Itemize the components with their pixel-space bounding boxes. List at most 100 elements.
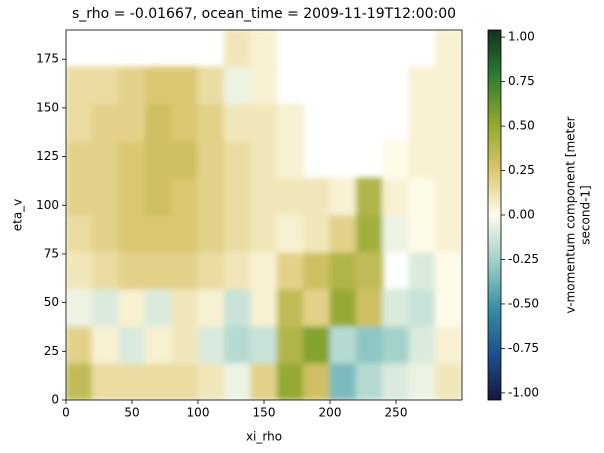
colorbar-label: second-1] <box>579 185 593 244</box>
heatmap-cell <box>197 288 225 327</box>
heatmap-cell <box>303 177 331 216</box>
heatmap-cell <box>144 103 173 142</box>
heatmap-cell <box>382 362 410 400</box>
heatmap-cell <box>408 103 437 142</box>
colorbar: -1.00 -0.75 -0.50 -0.25 0.00 0.25 0.50 0.75 1.00 <box>487 29 539 401</box>
heatmap-cell <box>171 251 199 290</box>
heatmap-cell <box>250 251 278 290</box>
heatmap-cell <box>171 362 199 400</box>
heatmap-cell <box>382 140 410 179</box>
heatmap-cell <box>144 66 173 105</box>
heatmap-cell <box>66 177 93 216</box>
x-tick-label: 150 <box>253 406 276 420</box>
x-tick-label: 250 <box>385 406 408 420</box>
heatmap-cell <box>66 103 93 142</box>
y-axis-label: eta_v <box>11 199 25 232</box>
heatmap-cell <box>144 251 173 290</box>
y-tick-label: 150 <box>36 100 59 114</box>
heatmap-cell <box>66 66 93 105</box>
heatmap-cell <box>91 362 120 400</box>
heatmap-cell <box>118 362 146 400</box>
colorbar-gradient <box>487 29 502 401</box>
heatmap-cell <box>144 140 173 179</box>
chart-title: s_rho = -0.01667, ocean_time = 2009-11-1… <box>72 6 456 22</box>
heatmap-cell <box>435 103 462 142</box>
heatmap-cell <box>118 251 146 290</box>
y-tick-label: 75 <box>44 246 59 260</box>
heatmap-cell <box>303 288 331 327</box>
heatmap-cell <box>435 177 462 216</box>
heatmap-cell <box>197 140 225 179</box>
heatmap-cell <box>303 325 331 364</box>
heatmap-cell <box>171 140 199 179</box>
heatmap-cell <box>197 66 225 105</box>
heatmap-cell <box>435 140 462 179</box>
heatmap-cell <box>408 66 437 105</box>
heatmap-cell <box>91 214 120 253</box>
y-tick-label: 25 <box>44 344 59 358</box>
heatmap-cell <box>171 103 199 142</box>
heatmap-cell <box>250 325 278 364</box>
heatmap-cell <box>66 251 93 290</box>
heatmap-cell <box>250 214 278 253</box>
heatmap-cell <box>276 288 305 327</box>
heatmap-cell <box>303 362 331 400</box>
heatmap-cell <box>66 214 93 253</box>
heatmap-cell <box>382 214 410 253</box>
colorbar-tick-label: -0.75 <box>508 341 539 355</box>
heatmap-cell <box>197 103 225 142</box>
heatmap-cell <box>329 177 357 216</box>
heatmap-cell <box>91 66 120 105</box>
heatmap-cell <box>382 177 410 216</box>
heatmap-cell <box>276 177 305 216</box>
heatmap-cell <box>303 214 331 253</box>
heatmap-cell <box>91 103 120 142</box>
heatmap-cell <box>408 177 437 216</box>
heatmap-cell <box>408 288 437 327</box>
heatmap-cell <box>355 177 384 216</box>
heatmap-cell <box>118 288 146 327</box>
heatmap-cell <box>171 325 199 364</box>
heatmap-cell <box>223 103 252 142</box>
heatmap-cell <box>435 251 462 290</box>
colorbar-tick-label: -0.25 <box>508 252 539 266</box>
heatmap-cell <box>66 140 93 179</box>
heatmap-cell <box>223 177 252 216</box>
heatmap-cell <box>355 325 384 364</box>
x-tick-label: 50 <box>124 406 139 420</box>
heatmap-cell <box>144 362 173 400</box>
heatmap-cell <box>118 325 146 364</box>
heatmap-cell <box>435 66 462 105</box>
heatmap-cell <box>276 362 305 400</box>
heatmap-cell <box>197 177 225 216</box>
colorbar-label: v-momentum component [meter <box>564 116 578 313</box>
heatmap-cell <box>408 140 437 179</box>
heatmap-cell <box>91 177 120 216</box>
y-tick-label: 0 <box>51 393 59 407</box>
heatmap-cell <box>355 214 384 253</box>
heatmap-cell <box>66 325 93 364</box>
heatmap-cell <box>223 66 252 105</box>
heatmap-cell <box>91 140 120 179</box>
heatmap-cell <box>144 214 173 253</box>
colorbar-tick-label: -1.00 <box>508 385 539 399</box>
heatmap-cell <box>276 214 305 253</box>
heatmap-cell <box>91 251 120 290</box>
heatmap-cell <box>223 288 252 327</box>
heatmap-cell <box>144 177 173 216</box>
heatmap-cell <box>171 288 199 327</box>
x-tick-label: 0 <box>62 406 70 420</box>
heatmap-cell <box>250 103 278 142</box>
heatmap-cell <box>276 140 305 179</box>
heatmap-cell <box>329 362 357 400</box>
heatmap-cell <box>171 177 199 216</box>
colorbar-tick-label: 0.00 <box>508 208 535 222</box>
heatmap-cell <box>197 251 225 290</box>
heatmap-cell <box>355 251 384 290</box>
heatmap-cell <box>329 251 357 290</box>
heatmap-cell <box>435 325 462 364</box>
heatmap-cell <box>118 214 146 253</box>
heatmap-cell <box>435 362 462 400</box>
colorbar-tick-label: 0.75 <box>508 74 535 88</box>
